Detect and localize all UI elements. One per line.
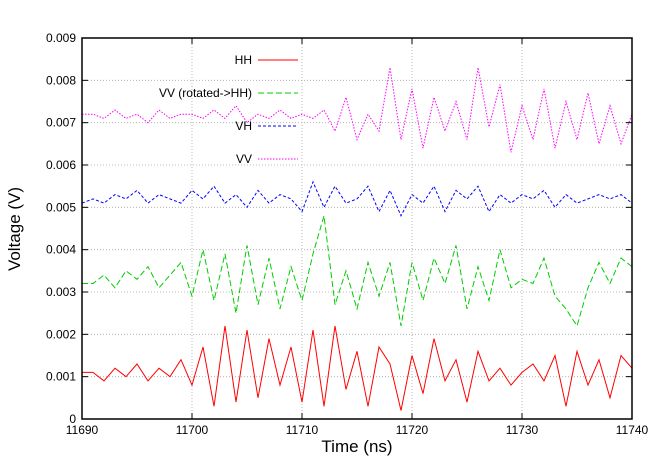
x-tick-label: 11690 <box>66 423 99 437</box>
legend-label-1: VV (rotated->HH) <box>159 86 252 100</box>
axis-ticks: 0 0.001 0.002 0.003 0.004 0.005 0.006 0.007 0.00… <box>46 31 649 437</box>
legend: HH VV (rotated->HH) VH VV <box>159 53 298 166</box>
legend-label-3: VV <box>236 152 252 166</box>
x-tick-label: 11710 <box>286 423 319 437</box>
series-line-2 <box>81 180 633 217</box>
y-tick-label: 0.003 <box>46 285 76 299</box>
plot-frame <box>81 37 633 420</box>
grid-lines <box>82 38 632 419</box>
x-axis-label: Time (ns) <box>321 437 392 456</box>
series-line-0 <box>82 325 633 411</box>
y-tick-label: 0.002 <box>46 327 76 341</box>
x-tick-label: 11740 <box>616 423 649 437</box>
x-tick-label: 11700 <box>176 423 209 437</box>
y-tick-label: 0.008 <box>46 73 76 87</box>
x-tick-label: 11730 <box>506 423 539 437</box>
y-tick-label: 0.004 <box>46 243 76 257</box>
y-tick-label: 0 <box>69 412 76 426</box>
y-axis-label: Voltage (V) <box>5 187 24 271</box>
series-lines <box>81 67 633 411</box>
y-tick-label: 0.005 <box>46 200 76 214</box>
y-tick-label: 0.001 <box>46 370 76 384</box>
y-tick-label: 0.006 <box>46 158 76 172</box>
y-tick-label: 0.007 <box>46 116 76 130</box>
series-line-3 <box>82 67 633 153</box>
legend-label-2: VH <box>235 119 252 133</box>
x-tick-label: 11720 <box>396 423 429 437</box>
legend-label-0: HH <box>235 53 252 67</box>
y-tick-label: 0.009 <box>46 31 76 45</box>
series-line-1 <box>82 215 633 328</box>
